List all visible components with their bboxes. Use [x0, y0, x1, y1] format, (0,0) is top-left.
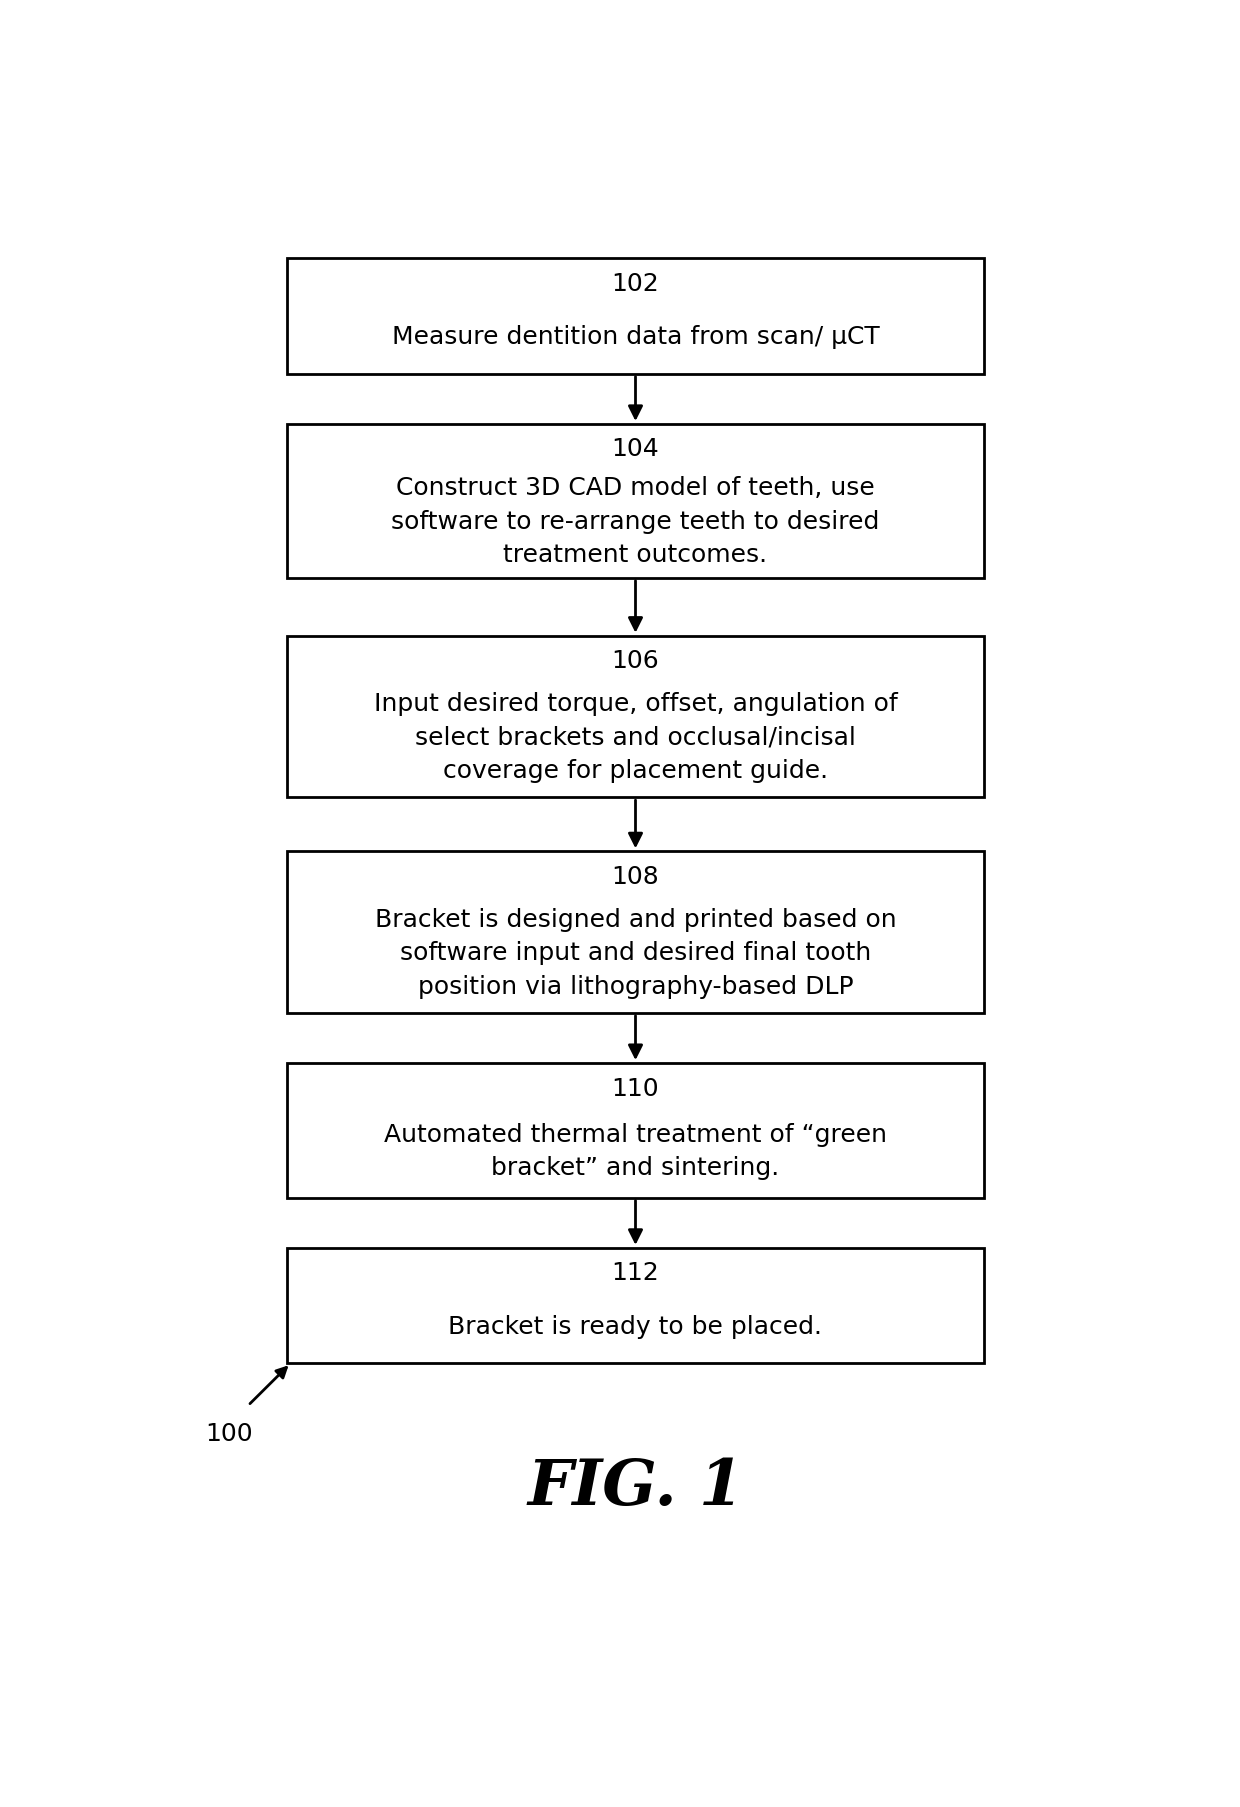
Text: Measure dentition data from scan/ μCT: Measure dentition data from scan/ μCT [392, 325, 879, 349]
Bar [286, 1063, 985, 1198]
Text: FIG. 1: FIG. 1 [527, 1456, 744, 1518]
Bar [286, 851, 985, 1014]
Text: Automated thermal treatment of “green
bracket” and sintering.: Automated thermal treatment of “green br… [384, 1122, 887, 1180]
Text: 106: 106 [611, 649, 660, 672]
Text: Bracket is ready to be placed.: Bracket is ready to be placed. [449, 1314, 822, 1337]
Text: 112: 112 [611, 1261, 660, 1285]
Text: 108: 108 [611, 864, 660, 889]
Text: 104: 104 [611, 437, 660, 461]
Bar [286, 425, 985, 578]
Text: Input desired torque, offset, angulation of
select brackets and occlusal/incisal: Input desired torque, offset, angulation… [373, 692, 898, 782]
Bar [286, 636, 985, 799]
Text: 102: 102 [611, 271, 660, 296]
Bar [286, 258, 985, 374]
Bar [286, 1249, 985, 1364]
Text: Bracket is designed and printed based on
software input and desired final tooth
: Bracket is designed and printed based on… [374, 907, 897, 997]
Text: 110: 110 [611, 1075, 660, 1100]
Text: 100: 100 [205, 1420, 253, 1446]
Text: Construct 3D CAD model of teeth, use
software to re-arrange teeth to desired
tre: Construct 3D CAD model of teeth, use sof… [392, 475, 879, 567]
